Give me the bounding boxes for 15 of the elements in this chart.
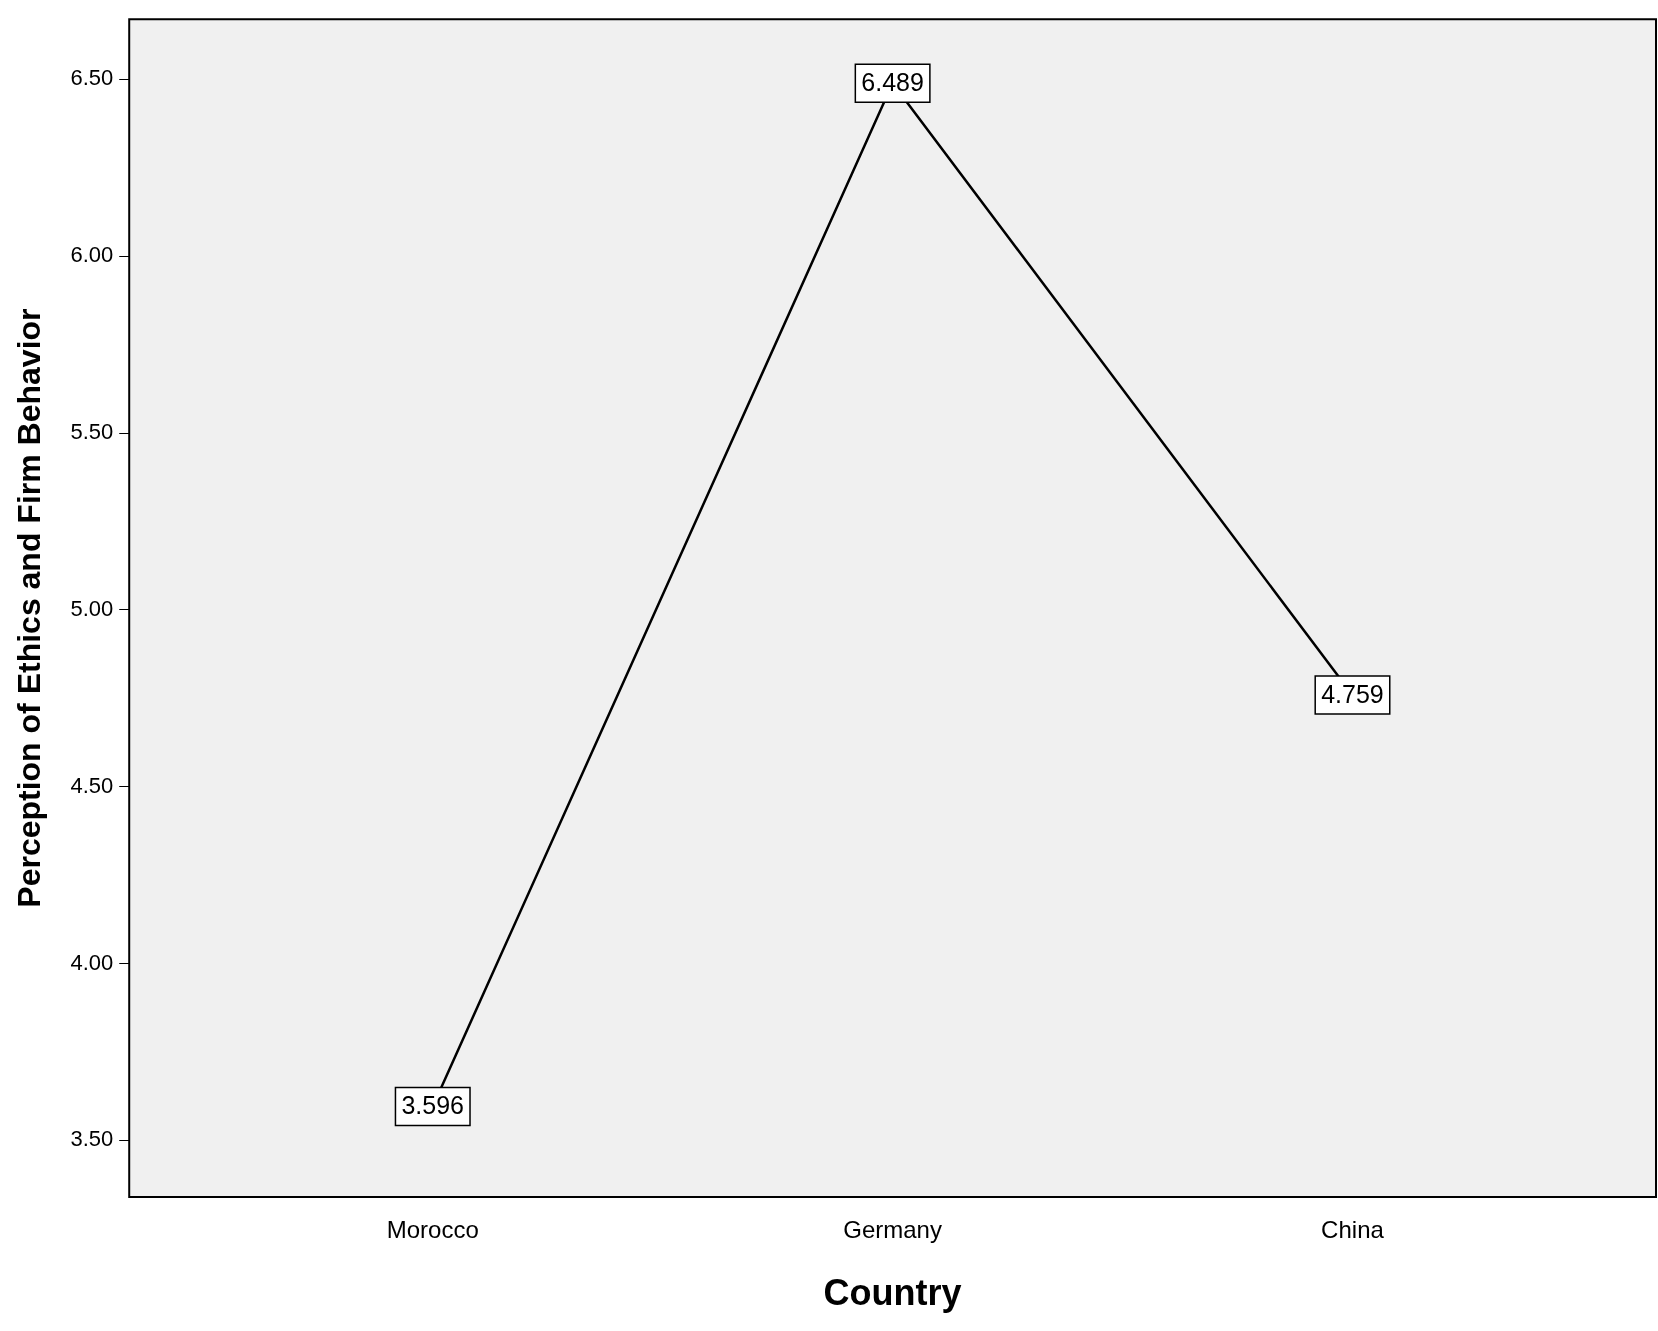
x-tick-label: Germany xyxy=(843,1216,942,1244)
y-axis-title: Perception of Ethics and Firm Behavior xyxy=(11,308,48,908)
data-label: 4.759 xyxy=(1321,680,1384,708)
y-tick-label: 5.00 xyxy=(70,595,114,621)
y-tick-label: 4.00 xyxy=(70,949,114,975)
y-tick-label: 4.50 xyxy=(70,772,114,798)
y-tick-label: 6.50 xyxy=(70,65,114,91)
x-tick-label: Morocco xyxy=(386,1216,479,1244)
y-tick-label: 3.50 xyxy=(70,1126,114,1152)
y-tick-label: 5.50 xyxy=(70,419,114,445)
data-label: 3.596 xyxy=(401,1091,465,1120)
data-label: 6.489 xyxy=(861,68,924,97)
y-tick-label: 6.00 xyxy=(70,242,114,268)
x-tick-label: China xyxy=(1321,1216,1385,1244)
x-axis-title: Country xyxy=(823,1272,962,1314)
